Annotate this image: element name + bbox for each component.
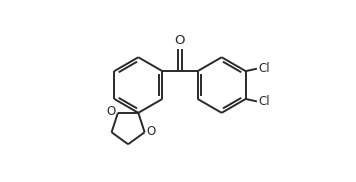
Text: Cl: Cl [258, 95, 269, 108]
Text: O: O [107, 105, 116, 118]
Text: O: O [147, 125, 156, 138]
Text: Cl: Cl [258, 62, 269, 75]
Text: O: O [175, 34, 185, 47]
